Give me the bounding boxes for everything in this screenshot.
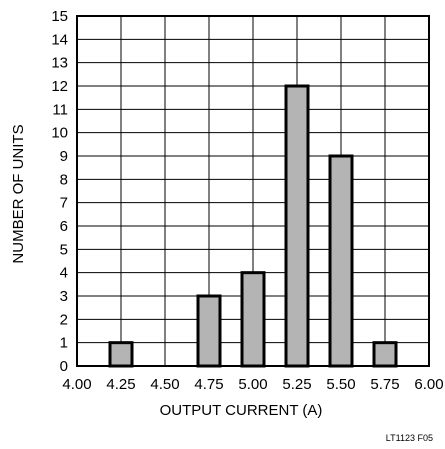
- x-tick-label: 5.75: [370, 376, 399, 393]
- y-tick-label: 2: [60, 311, 68, 328]
- figure-code: LT1123 F05: [386, 433, 433, 443]
- x-tick-label: 5.25: [282, 376, 311, 393]
- x-tick-label: 5.00: [238, 376, 267, 393]
- x-tick-label: 4.00: [62, 376, 91, 393]
- y-tick-label: 1: [60, 335, 68, 352]
- bar-5-25: [284, 84, 310, 368]
- plot-frame: [76, 15, 430, 367]
- x-tick-labels: 4.00 4.25 4.50 4.75 5.00 5.25 5.50 5.75 6.00: [62, 376, 443, 393]
- y-tick-label: 12: [51, 78, 68, 95]
- y-tick-label: 13: [51, 55, 68, 72]
- y-tick-label: 6: [60, 218, 68, 235]
- x-tick-label: 6.00: [414, 376, 443, 393]
- x-tick-label: 5.50: [326, 376, 355, 393]
- bars: [108, 84, 398, 368]
- bar-5: [240, 271, 266, 368]
- y-tick-label: 14: [51, 31, 68, 48]
- y-tick-label: 3: [60, 288, 68, 305]
- x-tick-label: 4.25: [106, 376, 135, 393]
- y-axis-label: NUMBER OF UNITS: [10, 124, 27, 263]
- y-tick-label: 5: [60, 241, 68, 258]
- y-tick-label: 0: [60, 358, 68, 375]
- y-tick-label: 9: [60, 148, 68, 165]
- y-tick-label: 15: [51, 8, 68, 25]
- y-tick-label: 11: [52, 101, 68, 118]
- bar-5-5: [328, 154, 354, 368]
- x-tick-label: 4.75: [194, 376, 223, 393]
- x-tick-label: 4.50: [150, 376, 179, 393]
- bar-4-25: [108, 341, 134, 368]
- y-tick-label: 4: [60, 265, 68, 282]
- y-tick-label: 8: [60, 171, 68, 188]
- bar-5-75: [372, 341, 398, 368]
- bar-4-75: [196, 294, 222, 368]
- y-tick-label: 10: [51, 125, 68, 142]
- x-axis-label: OUTPUT CURRENT (A): [160, 402, 323, 419]
- y-tick-label: 7: [60, 195, 68, 212]
